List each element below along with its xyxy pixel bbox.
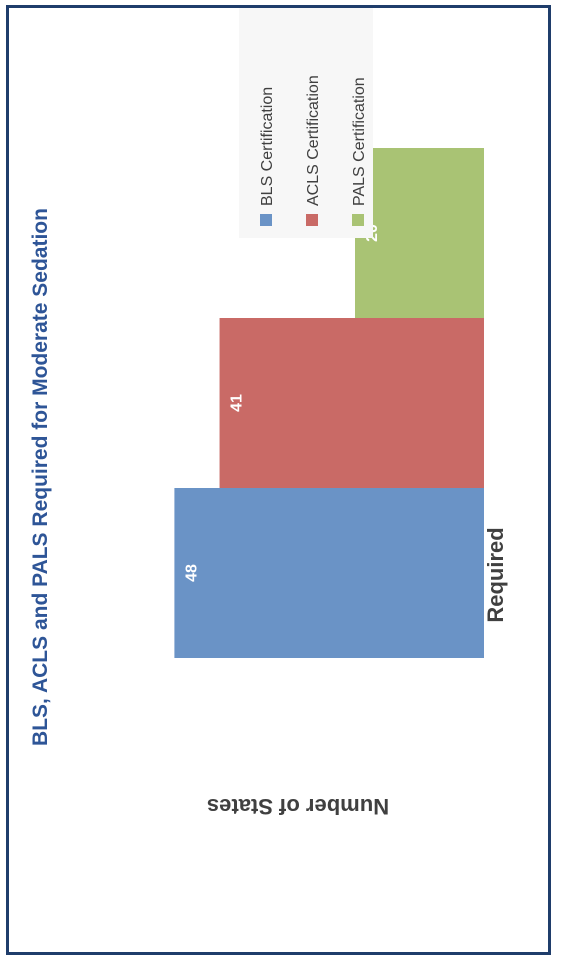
legend-label-acls-certification: ACLS Certification (305, 75, 322, 206)
legend-swatch-acls-certification (306, 214, 318, 226)
legend-swatch-bls-certification (260, 214, 272, 226)
y-axis-label: Number of States (207, 794, 389, 819)
legend: BLS Certification ACLS Certification PALS … (239, 8, 373, 238)
bar-acls-certification (219, 318, 484, 488)
legend-label-bls-certification: BLS Certification (259, 87, 276, 206)
data-label-bls-certification: 48 (183, 564, 200, 582)
legend-label-pals-certification: PALS Certification (351, 77, 368, 206)
legend-background (239, 8, 373, 238)
data-label-acls-certification: 41 (229, 394, 246, 412)
bar-pals-certification (355, 148, 484, 318)
bars-group: 484120 (174, 148, 484, 658)
bar-bls-certification (174, 488, 484, 658)
legend-swatch-pals-certification (352, 214, 364, 226)
x-axis-label: Required (483, 527, 508, 622)
chart-title: BLS, ACLS and PALS Required for Moderate… (29, 208, 52, 746)
